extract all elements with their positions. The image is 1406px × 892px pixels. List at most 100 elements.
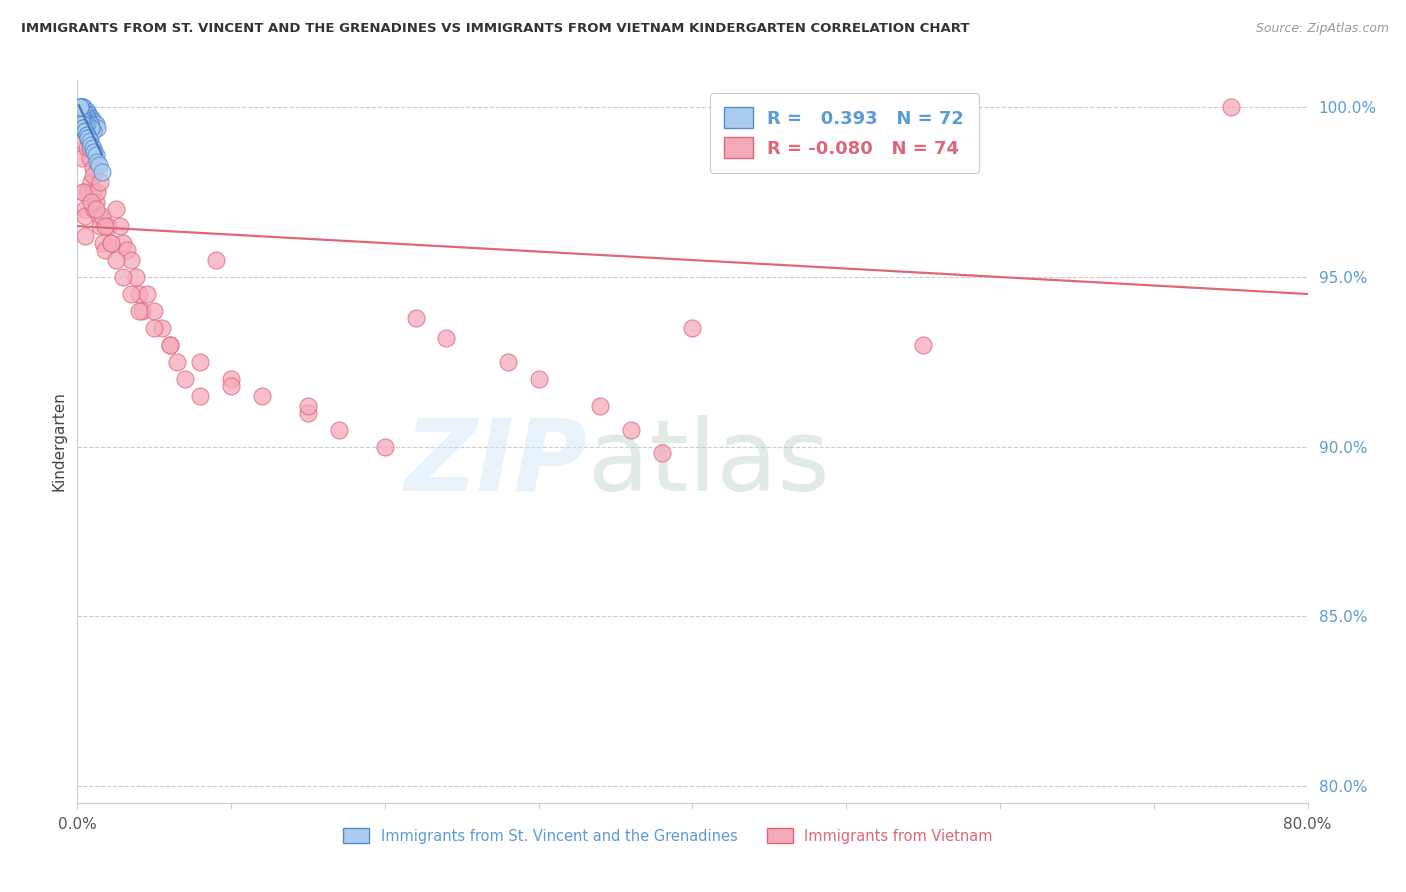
Point xyxy=(79,111,101,125)
Point xyxy=(143,304,166,318)
Point xyxy=(83,145,105,159)
Point xyxy=(82,185,104,199)
Point xyxy=(128,304,150,318)
Point xyxy=(128,287,150,301)
Point xyxy=(72,111,94,125)
Point xyxy=(93,236,115,251)
Point xyxy=(84,148,107,162)
Point xyxy=(69,100,91,114)
Point xyxy=(80,114,103,128)
Point xyxy=(97,219,120,234)
Point xyxy=(174,372,197,386)
Point xyxy=(297,399,319,413)
Point xyxy=(436,331,458,345)
Point xyxy=(76,111,98,125)
Point xyxy=(73,209,96,223)
Point xyxy=(73,107,96,121)
Point xyxy=(328,423,350,437)
Point xyxy=(79,141,101,155)
Point xyxy=(69,100,91,114)
Text: Source: ZipAtlas.com: Source: ZipAtlas.com xyxy=(1256,22,1389,36)
Point xyxy=(73,107,96,121)
Point xyxy=(120,287,142,301)
Point xyxy=(72,120,94,135)
Point xyxy=(89,175,111,189)
Point xyxy=(70,103,93,118)
Point xyxy=(73,124,96,138)
Point xyxy=(496,355,519,369)
Y-axis label: Kindergarten: Kindergarten xyxy=(51,392,66,491)
Point xyxy=(84,195,107,210)
Point xyxy=(79,117,101,131)
Point xyxy=(84,202,107,217)
Point xyxy=(77,114,100,128)
Point xyxy=(73,229,96,244)
Point xyxy=(297,406,319,420)
Point xyxy=(682,321,704,335)
Point xyxy=(70,117,93,131)
Point xyxy=(94,219,117,234)
Point xyxy=(72,103,94,118)
Point xyxy=(120,253,142,268)
Point xyxy=(69,100,91,114)
Point xyxy=(104,202,127,217)
Point xyxy=(70,103,93,118)
Point xyxy=(76,141,98,155)
Point xyxy=(527,372,550,386)
Point xyxy=(72,185,94,199)
Point xyxy=(80,175,103,189)
Point xyxy=(79,111,101,125)
Point xyxy=(82,161,104,176)
Point xyxy=(77,114,100,128)
Point xyxy=(70,107,93,121)
Point xyxy=(80,120,103,135)
Point xyxy=(204,253,226,268)
Point xyxy=(77,107,100,121)
Point xyxy=(405,310,427,325)
Point xyxy=(86,154,108,169)
Point xyxy=(77,107,100,121)
Point xyxy=(70,100,93,114)
Text: IMMIGRANTS FROM ST. VINCENT AND THE GRENADINES VS IMMIGRANTS FROM VIETNAM KINDER: IMMIGRANTS FROM ST. VINCENT AND THE GREN… xyxy=(21,22,970,36)
Point xyxy=(73,202,96,217)
Point xyxy=(1219,100,1241,114)
Point xyxy=(76,111,98,125)
Point xyxy=(589,399,612,413)
Point xyxy=(651,446,673,460)
Point xyxy=(72,185,94,199)
Point xyxy=(87,158,110,172)
Point xyxy=(188,355,212,369)
Point xyxy=(115,243,138,257)
Point xyxy=(76,114,98,128)
Point xyxy=(87,209,110,223)
Point xyxy=(77,131,100,145)
Point xyxy=(76,117,98,131)
Point xyxy=(104,253,127,268)
Point xyxy=(83,202,105,217)
Point xyxy=(112,236,135,251)
Point xyxy=(86,185,108,199)
Point xyxy=(912,338,935,352)
Point xyxy=(72,107,94,121)
Point xyxy=(77,128,100,142)
Text: ZIP: ZIP xyxy=(405,415,588,512)
Point xyxy=(112,270,135,285)
Point xyxy=(72,120,94,135)
Point xyxy=(143,321,166,335)
Point xyxy=(72,100,94,114)
Point xyxy=(77,185,100,199)
Point xyxy=(82,168,104,182)
Point xyxy=(110,219,132,234)
Point xyxy=(94,243,117,257)
Point xyxy=(77,117,100,131)
Point xyxy=(159,338,181,352)
Point xyxy=(77,131,100,145)
Point xyxy=(80,111,103,125)
Point xyxy=(150,321,173,335)
Point xyxy=(125,270,148,285)
Point xyxy=(77,114,100,128)
Point xyxy=(159,338,181,352)
Point xyxy=(76,117,98,131)
Point xyxy=(70,100,93,114)
Point xyxy=(72,114,94,128)
